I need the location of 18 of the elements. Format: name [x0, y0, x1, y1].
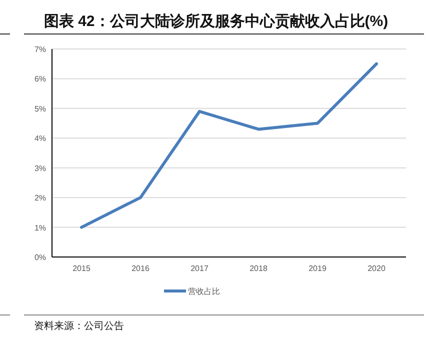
text: 资料来源：公司公告	[34, 320, 124, 332]
y-tick-label: 1%	[34, 223, 46, 232]
y-tick-label: 4%	[34, 134, 46, 144]
y-tick-label: 2%	[34, 194, 46, 203]
x-tick-label: 2015	[72, 264, 91, 273]
y-tick-label: 3%	[34, 164, 46, 173]
x-tick-label: 2017	[190, 264, 209, 273]
line-series	[80, 62, 378, 229]
y-tick-label: 5%	[34, 104, 46, 114]
legend-label: 营收占比	[188, 287, 220, 296]
y-tick-label: 6%	[34, 74, 46, 84]
x-tick-label: 2019	[308, 264, 327, 273]
x-tick-label: 2016	[132, 264, 150, 273]
x-tick-label: 2018	[250, 264, 268, 273]
y-tick-label: 7%	[34, 45, 46, 54]
y-tick-label: 0%	[34, 253, 46, 262]
chart-title: 图表 42：公司大陆诊所及服务中心贡献收入占比(%)	[44, 12, 388, 30]
x-tick-label: 2020	[368, 264, 386, 273]
